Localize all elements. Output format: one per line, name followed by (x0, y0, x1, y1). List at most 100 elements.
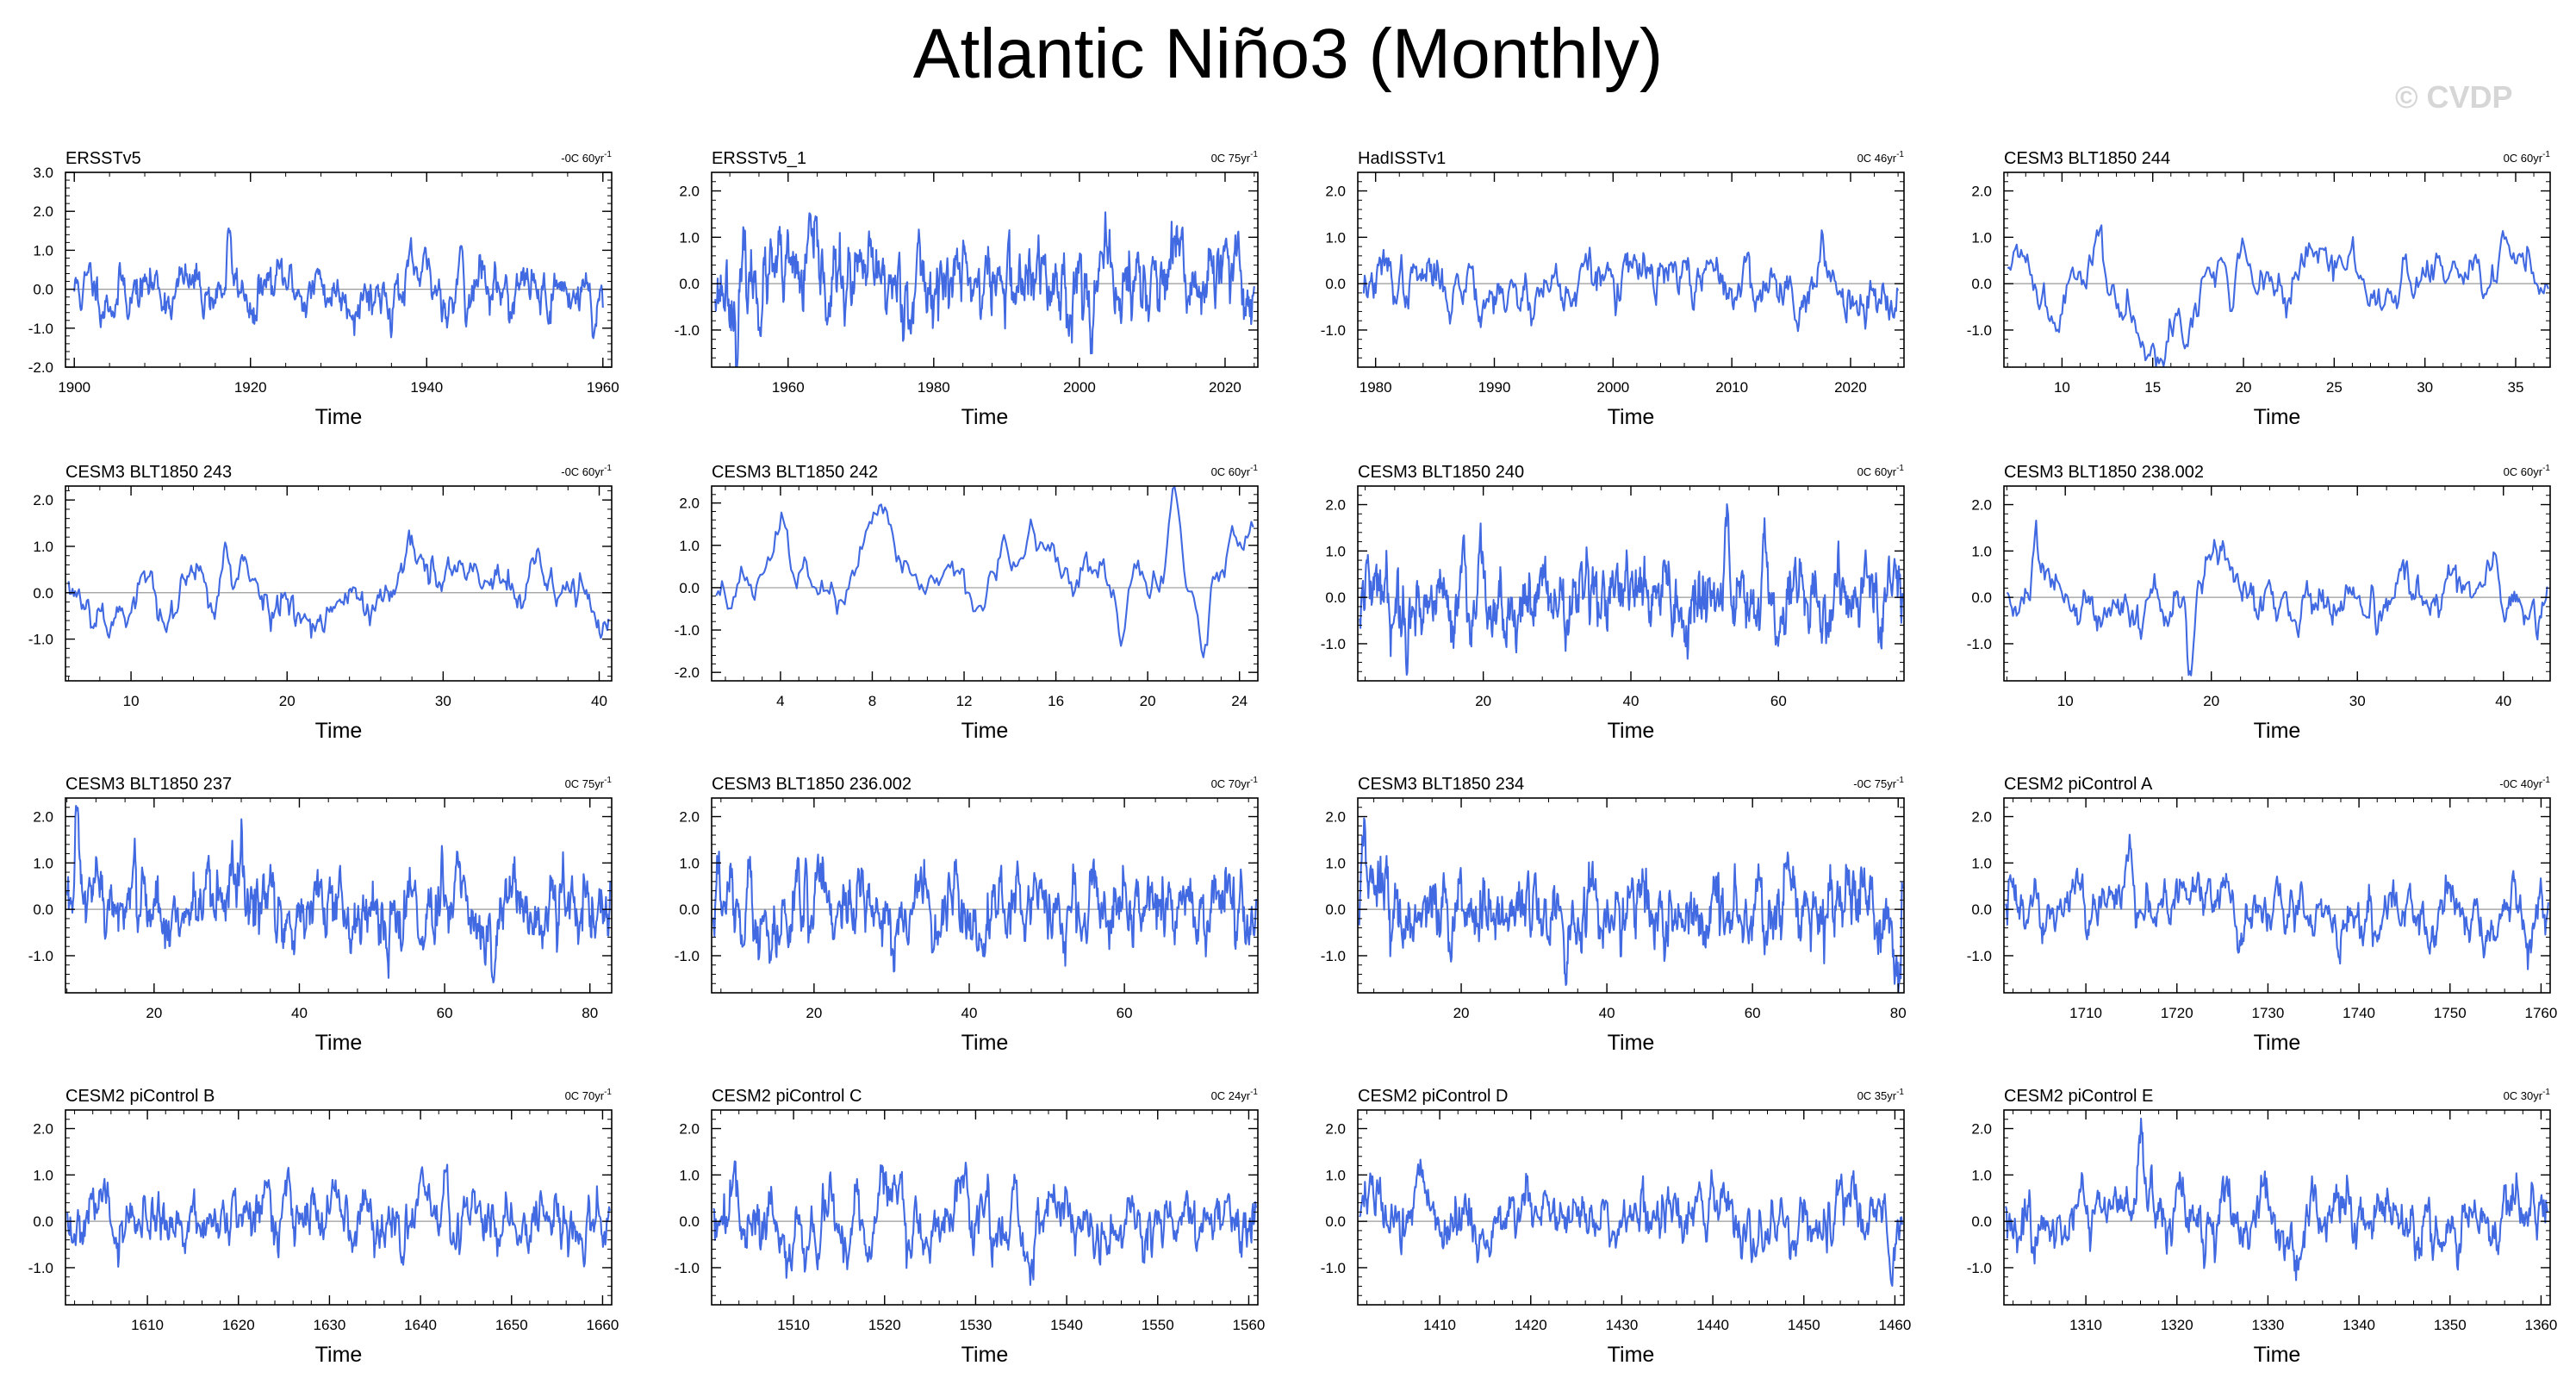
plot-frame (2003, 797, 2551, 994)
y-tick-label: 0.0 (1325, 276, 1346, 292)
x-tick-label: 20 (279, 693, 296, 709)
chart-plot-area: CESM3 BLT1850 236.002 0C 70yr-1 2.0 1.0 0.0 -… (675, 775, 1259, 1055)
chart-plot-area: CESM3 BLT1850 242 0C 60yr-1 2.0 1.0 0.0 -1.0 -… (675, 463, 1259, 743)
series-line (1362, 229, 1900, 333)
x-tick-label: 2000 (1063, 379, 1096, 396)
y-tick-label: 0.0 (1971, 276, 1992, 292)
y-tick-label: 1.0 (1325, 1167, 1346, 1183)
x-tick-label: 1630 (314, 1317, 346, 1333)
x-tick-label: 1980 (1360, 379, 1392, 396)
x-tick-label: 24 (1231, 693, 1248, 709)
plot-frame (1357, 172, 1905, 368)
x-tick-label: 1920 (234, 379, 267, 396)
y-tick-label: 0.0 (1971, 901, 1992, 918)
y-tick-label: -1.0 (1967, 636, 1992, 652)
y-tick-label: 0.0 (33, 1213, 53, 1230)
trend-label: 0C 60yr-1 (1857, 464, 1905, 478)
x-tick-label: 2000 (1596, 379, 1629, 396)
trend-superscript: -1 (2542, 464, 2550, 473)
x-tick-label: 80 (582, 1005, 598, 1021)
x-tick-label: 30 (435, 693, 451, 709)
x-tick-label: 60 (1770, 693, 1787, 709)
y-tick-label: 1.0 (679, 855, 700, 871)
x-axis-label: Time (2254, 1031, 2301, 1055)
x-tick-label: 1720 (2161, 1005, 2193, 1021)
x-tick-label: 35 (2508, 379, 2524, 396)
x-tick-label: 1750 (2434, 1005, 2467, 1021)
x-tick-label: 1990 (1478, 379, 1511, 396)
chart-panel: CESM3 BLT1850 237 0C 75yr-1 2.0 1.0 0.0 -1.0 2… (28, 775, 613, 1055)
y-tick-label: -1.0 (28, 1260, 53, 1276)
y-tick-label: -1.0 (1321, 1260, 1346, 1276)
plot-frame (1357, 1109, 1905, 1306)
plot-frame (711, 797, 1259, 994)
trend-superscript: -1 (1250, 150, 1258, 159)
y-tick-label: -1.0 (1321, 948, 1346, 964)
x-tick-label: 1450 (1788, 1317, 1820, 1333)
series-line (65, 804, 612, 984)
x-axis-label: Time (1608, 1031, 1655, 1055)
y-tick-label: 0.0 (1325, 901, 1346, 918)
chart-title: CESM3 BLT1850 237 (65, 775, 232, 794)
x-tick-label: 2020 (1209, 379, 1241, 396)
series-line (715, 485, 1254, 658)
y-tick-label: 1.0 (33, 242, 53, 259)
x-axis-label: Time (315, 719, 363, 743)
y-tick-label: 2.0 (679, 1121, 700, 1138)
x-tick-label: 1980 (918, 379, 950, 396)
x-tick-label: 15 (2144, 379, 2161, 396)
series-line (2007, 224, 2549, 367)
y-tick-label: 2.0 (33, 809, 53, 826)
series-line (2005, 1117, 2549, 1282)
chart-panel: CESM3 BLT1850 243 -0C 60yr-1 2.0 1.0 0.0 -1.0… (28, 463, 613, 743)
trend-superscript: -1 (1896, 464, 1904, 473)
x-tick-label: 1440 (1696, 1317, 1729, 1333)
x-tick-label: 1740 (2343, 1005, 2375, 1021)
x-tick-label: 1410 (1423, 1317, 1456, 1333)
x-tick-label: 1640 (404, 1317, 437, 1333)
trend-label: 0C 35yr-1 (1857, 1088, 1905, 1102)
series-line (712, 1160, 1257, 1286)
x-tick-label: 1510 (777, 1317, 810, 1333)
x-tick-label: 1550 (1142, 1317, 1174, 1333)
trend-label: 0C 70yr-1 (565, 1088, 613, 1102)
y-tick-label: 2.0 (33, 1121, 53, 1138)
y-tick-label: 2.0 (33, 492, 53, 508)
chart-panel: ERSSTv5 -0C 60yr-1 3.0 2.0 1.0 0.0 -1.0 -2.0 190… (28, 149, 619, 429)
page-title: Atlantic Niño3 (Monthly) (912, 15, 1664, 93)
x-tick-label: 20 (1140, 693, 1156, 709)
y-tick-label: -2.0 (28, 359, 53, 376)
chart-title: CESM3 BLT1850 243 (65, 463, 232, 482)
x-tick-label: 2020 (1834, 379, 1867, 396)
y-tick-label: 1.0 (679, 229, 700, 246)
chart-title: CESM2 piControl D (1358, 1087, 1509, 1106)
x-tick-label: 20 (2203, 693, 2219, 709)
chart-panel: CESM2 piControl C 0C 24yr-1 2.0 1.0 0.0 -1.0 1… (675, 1087, 1266, 1367)
x-tick-label: 1360 (2525, 1317, 2558, 1333)
chart-panel: ERSSTv5_1 0C 75yr-1 2.0 1.0 0.0 -1.0 1960 1980 2… (675, 149, 1259, 429)
x-tick-label: 40 (1599, 1005, 1615, 1021)
x-tick-label: 1650 (495, 1317, 528, 1333)
y-tick-label: -1.0 (675, 1260, 700, 1276)
trend-label: 0C 60yr-1 (1211, 464, 1259, 478)
x-tick-label: 80 (1890, 1005, 1907, 1021)
x-tick-label: 10 (2057, 693, 2074, 709)
y-tick-label: 2.0 (1971, 184, 1992, 200)
x-tick-label: 1320 (2161, 1317, 2193, 1333)
chart-panel: CESM2 piControl B 0C 70yr-1 2.0 1.0 0.0 -1.0 1… (28, 1087, 619, 1367)
trend-superscript: -1 (604, 150, 612, 159)
x-tick-label: 40 (291, 1005, 308, 1021)
chart-plot-area: ERSSTv5_1 0C 75yr-1 2.0 1.0 0.0 -1.0 1960 1980 2… (675, 149, 1259, 429)
y-tick-label: -1.0 (28, 321, 53, 337)
y-tick-label: 0.0 (33, 901, 53, 918)
x-axis-label: Time (2254, 719, 2301, 743)
x-axis-label: Time (2254, 405, 2301, 429)
trend-superscript: -1 (2542, 1088, 2550, 1097)
y-tick-label: 1.0 (1971, 543, 1992, 559)
x-axis-label: Time (315, 1343, 363, 1367)
plot-frame (711, 172, 1259, 368)
series-line (1359, 1158, 1903, 1288)
chart-title: CESM3 BLT1850 242 (712, 463, 878, 482)
x-axis-label: Time (315, 1031, 363, 1055)
chart-plot-area: CESM2 piControl E 0C 30yr-1 2.0 1.0 0.0 -1.0 1… (1967, 1087, 2558, 1367)
